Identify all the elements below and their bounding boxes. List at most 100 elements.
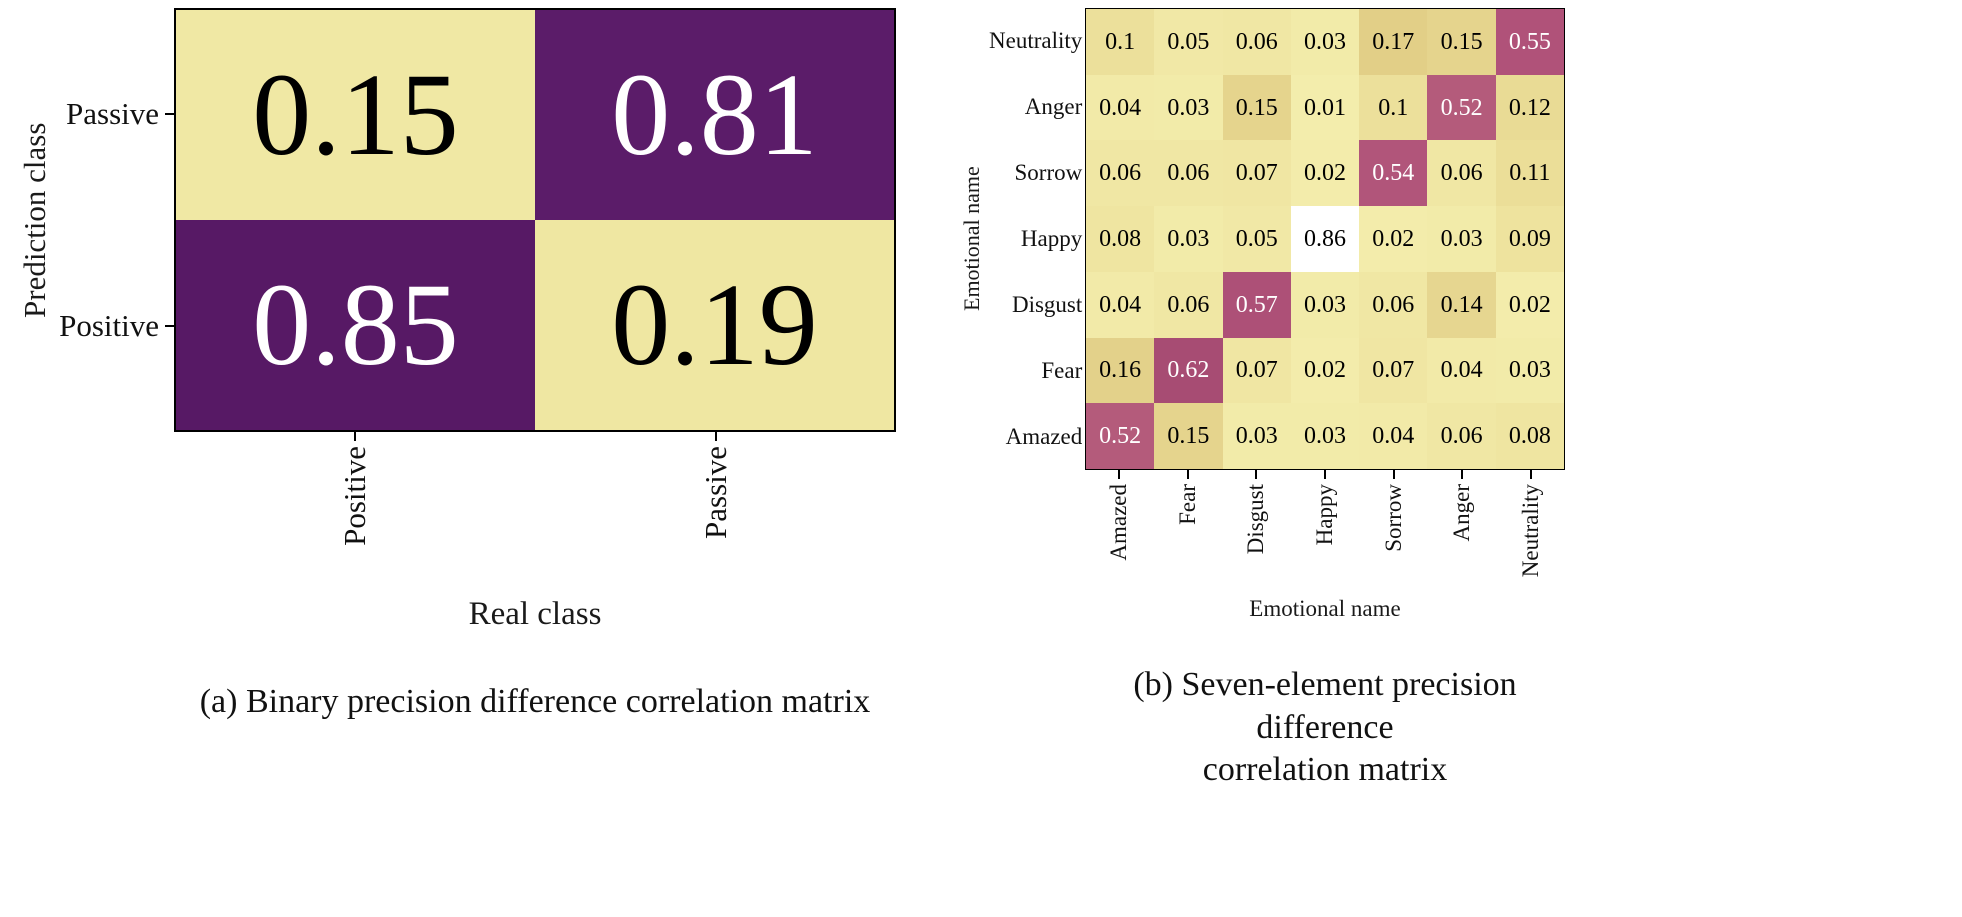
heatmap-cell: 0.06	[1427, 140, 1496, 207]
figure-binary-confusion-matrix: Prediction class Passive Positive 0.15 0.8…	[12, 8, 912, 721]
heatmap-cell: 0.03	[1427, 206, 1496, 272]
heatmap-grid: 0.1 0.05 0.06 0.03 0.17 0.15 0.55 0.04 0.03 0.15 0…	[1085, 8, 1565, 470]
y-tick-text: Positive	[59, 308, 159, 343]
heatmap-cell: 0.86	[1290, 206, 1360, 272]
x-tick-text: Positive	[336, 446, 372, 546]
y-tick: Positive	[58, 220, 174, 432]
heatmap-cell: 0.04	[1086, 74, 1155, 141]
heatmap-cell: 0.15	[1222, 74, 1291, 141]
tick-mark	[714, 432, 717, 441]
x-tick: Positive	[337, 432, 373, 546]
heatmap-cell: 0.04	[1086, 271, 1155, 338]
y-tick: Amazed	[989, 404, 1098, 470]
tick-mark	[165, 325, 174, 327]
heatmap-cell: 0.06	[1359, 271, 1428, 338]
y-tick-text: Fear	[1041, 358, 1083, 383]
heatmap-cell: 0.16	[1086, 337, 1155, 404]
x-tick: Amazed	[1106, 470, 1132, 561]
y-tick: Anger	[989, 74, 1098, 140]
x-axis-label: Emotional name	[1249, 596, 1401, 621]
heatmap-cell: 0.02	[1359, 206, 1428, 272]
x-tick-labels: Positive Passive	[174, 432, 896, 584]
heatmap-cell: 0.06	[1427, 403, 1496, 469]
y-tick: Happy	[989, 206, 1098, 272]
y-tick-text: Happy	[1020, 226, 1083, 251]
y-tick: Fear	[989, 338, 1098, 404]
heatmap-cell: 0.09	[1495, 206, 1564, 272]
heatmap-cell: 0.52	[1427, 74, 1496, 141]
heatmap-cell: 0.03	[1290, 271, 1360, 338]
x-tick: Fear	[1175, 470, 1201, 525]
figure-caption: (b) Seven-element precision difference c…	[1085, 664, 1565, 792]
heatmap-cell: 0.05	[1154, 9, 1223, 75]
tick-mark	[1461, 470, 1464, 479]
tick-mark	[1255, 470, 1258, 479]
heatmap-column: 0.1 0.05 0.06 0.03 0.17 0.15 0.55 0.04 0.03 0.15 0…	[1085, 8, 1565, 622]
x-tick-text: Sorrow	[1380, 484, 1406, 552]
x-tick-labels: Amazed Fear Disgust Happy Sorrow Anger Neutral…	[1085, 470, 1565, 582]
tick-mark	[1529, 470, 1532, 479]
y-tick: Disgust	[989, 272, 1098, 338]
tick-mark	[1323, 470, 1326, 479]
figure-seven-element-matrix: Emotional name Neutrality Anger Sorrow Happ…	[955, 8, 1595, 792]
heatmap-cell: 0.03	[1154, 206, 1223, 272]
heatmap-cell: 0.08	[1495, 403, 1564, 469]
x-tick-text: Amazed	[1106, 484, 1132, 561]
heatmap-cell: 0.11	[1495, 140, 1564, 207]
heatmap-cell: 0.19	[535, 220, 894, 430]
heatmap-cell: 0.15	[1427, 9, 1496, 75]
heatmap-cell: 0.02	[1290, 140, 1360, 207]
x-tick: Sorrow	[1381, 470, 1407, 552]
heatmap-cell: 0.05	[1222, 206, 1291, 272]
x-tick: Passive	[698, 432, 734, 539]
tick-mark	[1186, 470, 1189, 479]
heatmap-cell: 0.1	[1359, 74, 1428, 141]
heatmap-cell: 0.12	[1495, 74, 1564, 141]
heatmap-cell: 0.03	[1495, 337, 1564, 404]
y-tick: Passive	[58, 8, 174, 220]
figure-caption: (a) Binary precision difference correlat…	[174, 683, 896, 721]
y-tick-text: Amazed	[1005, 424, 1083, 449]
heatmap-cell: 0.06	[1222, 9, 1291, 75]
heatmap-cell: 0.52	[1086, 403, 1155, 469]
y-axis-label: Emotional name	[959, 166, 984, 312]
heatmap-cell: 0.07	[1359, 337, 1428, 404]
heatmap-cell: 0.54	[1359, 140, 1428, 207]
caption-line: correlation matrix	[1202, 751, 1448, 788]
heatmap-cell: 0.03	[1290, 9, 1360, 75]
heatmap-cell: 0.04	[1359, 403, 1428, 469]
x-tick-text: Neutrality	[1517, 484, 1543, 578]
heatmap-cell: 0.15	[176, 10, 535, 220]
heatmap-cell: 0.03	[1222, 403, 1291, 469]
x-tick-text: Passive	[697, 446, 733, 539]
heatmap-cell: 0.57	[1222, 271, 1291, 338]
y-tick-text: Neutrality	[989, 28, 1083, 53]
heatmap-cell: 0.07	[1222, 337, 1291, 404]
plot-area-b: Emotional name Neutrality Anger Sorrow Happ…	[955, 8, 1595, 622]
y-tick-text: Anger	[1024, 94, 1083, 119]
tick-mark	[353, 432, 356, 441]
tick-mark	[165, 113, 174, 115]
heatmap-cell: 0.02	[1495, 271, 1564, 338]
heatmap-column: 0.15 0.81 0.85 0.19 Positive Passive Real cl…	[174, 8, 896, 633]
x-tick-text: Happy	[1311, 484, 1337, 546]
heatmap-cell: 0.02	[1290, 337, 1360, 404]
heatmap-cell: 0.07	[1222, 140, 1291, 207]
heatmap-cell: 0.62	[1154, 337, 1223, 404]
tick-mark	[1392, 470, 1395, 479]
y-tick: Sorrow	[989, 140, 1098, 206]
plot-area-a: Prediction class Passive Positive 0.15 0.8…	[12, 8, 912, 633]
heatmap-grid: 0.15 0.81 0.85 0.19	[174, 8, 896, 432]
heatmap-cell: 0.06	[1154, 271, 1223, 338]
x-tick-text: Anger	[1449, 484, 1475, 542]
x-tick-text: Fear	[1174, 484, 1200, 525]
caption-line: (a) Binary precision difference correlat…	[199, 683, 871, 720]
x-tick: Happy	[1312, 470, 1338, 545]
heatmap-cell: 0.17	[1359, 9, 1428, 75]
y-tick: Neutrality	[989, 8, 1098, 74]
heatmap-cell: 0.81	[535, 10, 894, 220]
heatmap-cell: 0.1	[1086, 9, 1155, 75]
x-tick: Disgust	[1243, 470, 1269, 554]
y-tick-labels: Neutrality Anger Sorrow Happy Disgust Fear Ama…	[989, 8, 1098, 470]
heatmap-cell: 0.04	[1427, 337, 1496, 404]
